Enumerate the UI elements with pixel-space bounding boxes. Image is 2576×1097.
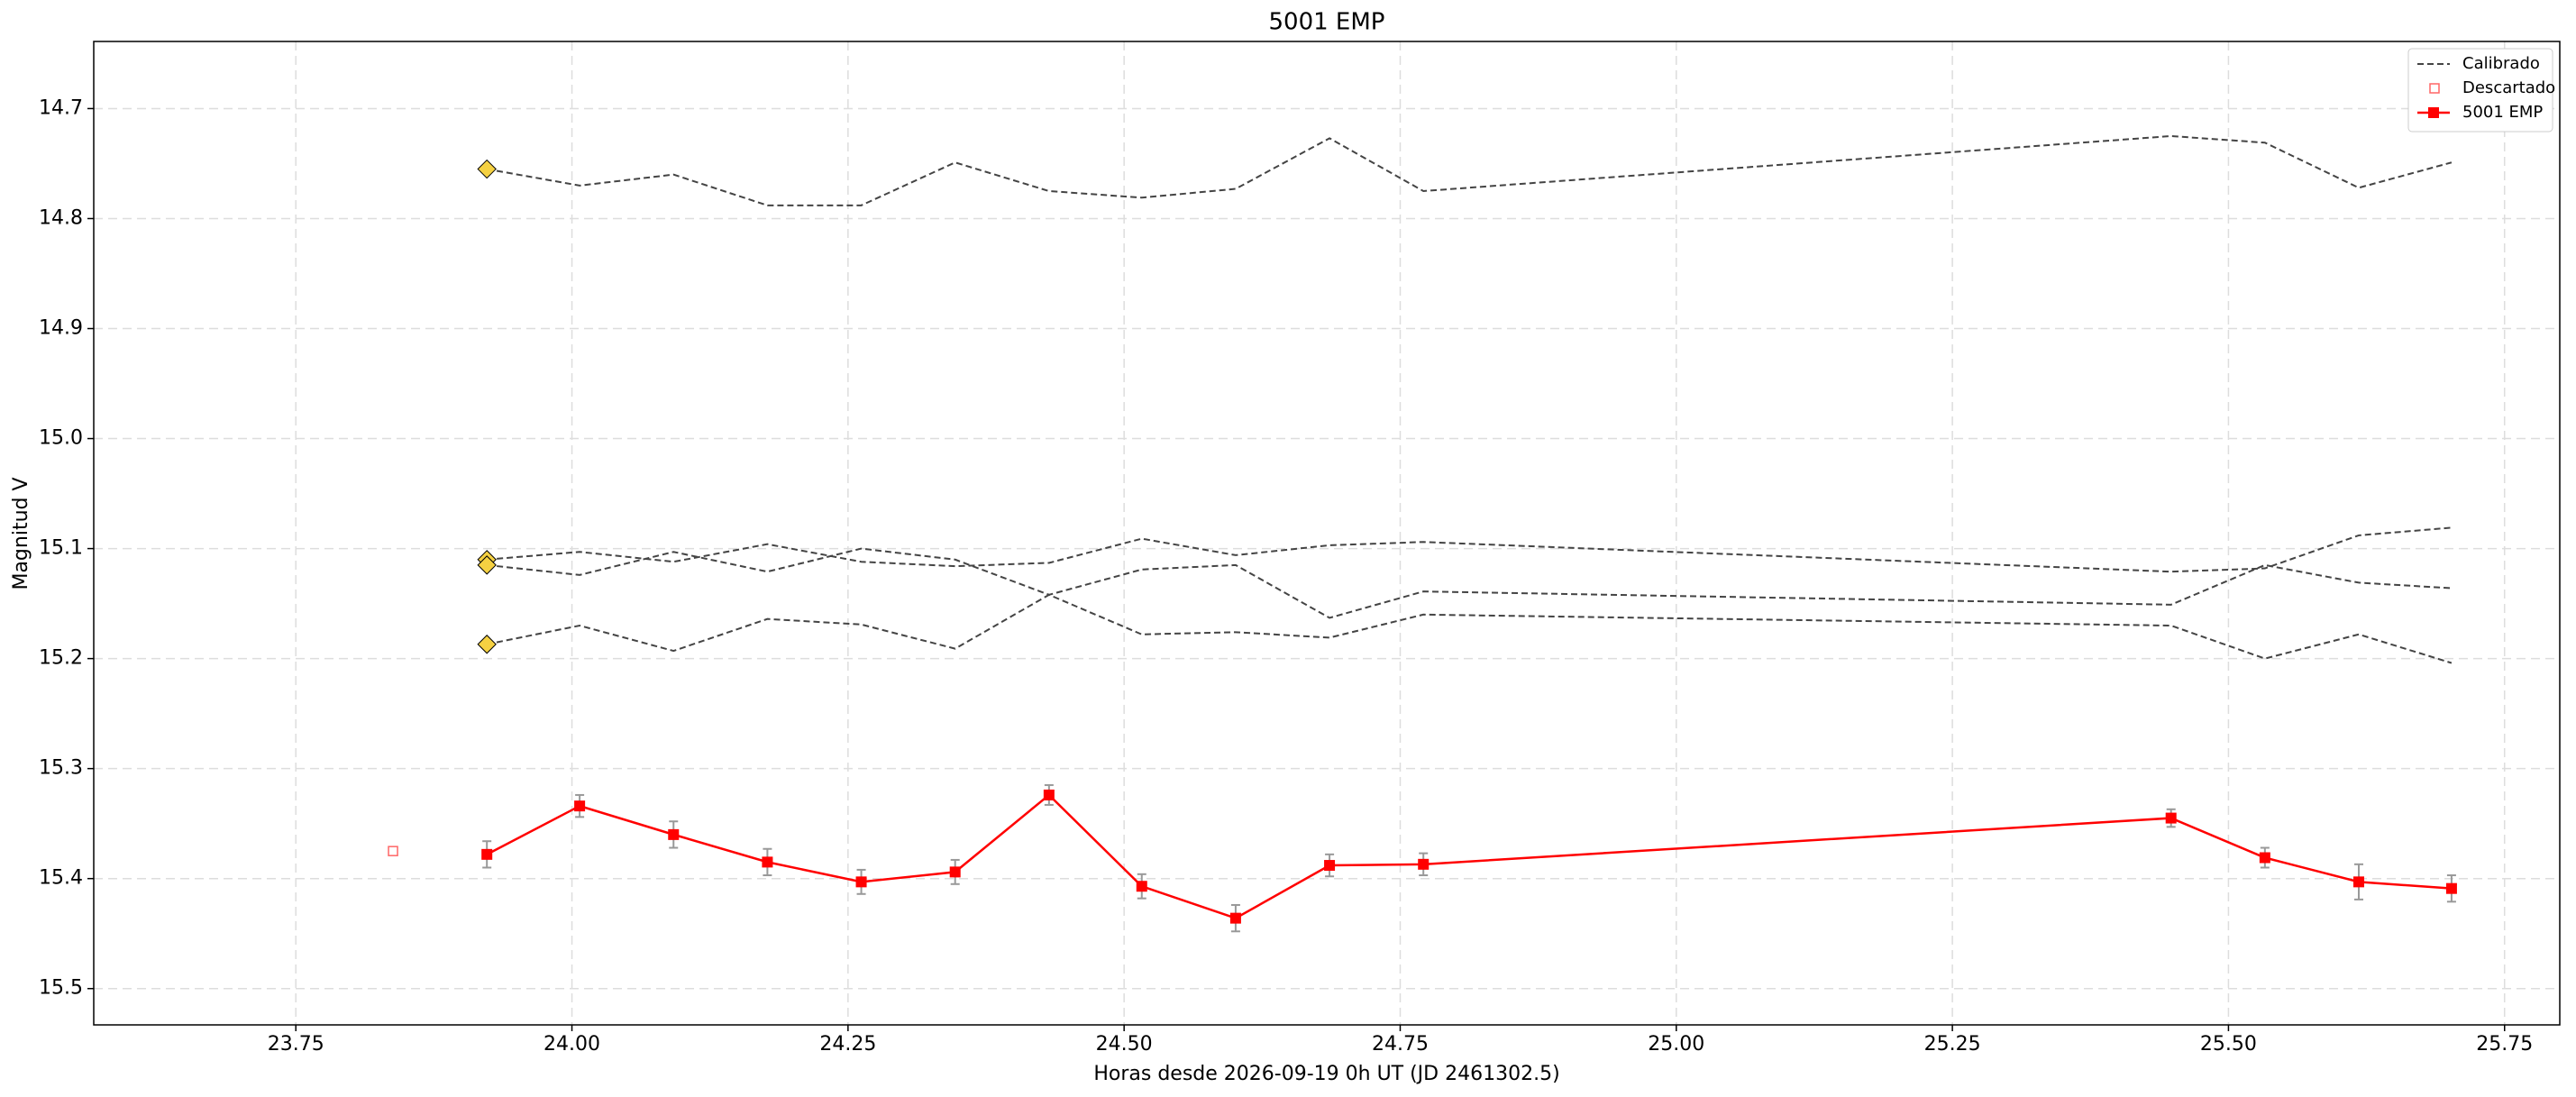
y-axis-label: Magnitud V [10, 477, 32, 590]
x-tick-label: 25.00 [1648, 1033, 1704, 1056]
main-point [2165, 812, 2177, 824]
calibrated-marker [477, 159, 497, 179]
main-point [949, 866, 961, 878]
calibrated-line [487, 526, 2453, 573]
main-line [486, 793, 2453, 919]
y-tick-label: 15.0 [39, 427, 83, 450]
y-tick-label: 14.7 [39, 96, 83, 119]
main-point [2445, 882, 2457, 894]
legend-swatch [2429, 83, 2440, 94]
main-point [668, 828, 680, 840]
legend-label: Calibrado [2462, 54, 2540, 73]
x-tick-label: 25.50 [2200, 1033, 2257, 1056]
x-tick-label: 24.75 [1372, 1033, 1429, 1056]
y-tick-label: 15.4 [39, 867, 83, 890]
main-point [1324, 860, 1336, 872]
y-tick-label: 15.3 [39, 757, 83, 780]
y-tick-label: 14.8 [39, 206, 83, 229]
main-point [481, 848, 493, 860]
main-point [1418, 858, 1430, 870]
x-tick-label: 24.00 [544, 1033, 600, 1056]
y-tick-label: 15.1 [39, 537, 83, 560]
legend-label: Descartado [2462, 78, 2555, 97]
chart-title: 5001 EMP [1269, 9, 1385, 36]
legend-box [2407, 48, 2553, 133]
calibrated-line [487, 547, 2452, 619]
discarded-point [388, 846, 398, 856]
x-tick-label: 25.75 [2476, 1033, 2533, 1056]
calibrated-marker [477, 555, 497, 575]
main-point [574, 800, 586, 812]
main-point [2353, 876, 2365, 888]
main-point [2259, 852, 2270, 864]
y-tick-label: 14.9 [39, 317, 83, 340]
legend-swatch [2428, 107, 2439, 118]
legend-label: 5001 EMP [2462, 103, 2543, 122]
x-axis-label: Horas desde 2026-09-19 0h UT (JD 2461302… [1093, 1063, 1559, 1085]
calibrated-marker [477, 635, 497, 654]
main-point [855, 876, 867, 888]
plot-frame [93, 41, 2561, 1026]
x-tick-label: 24.50 [1096, 1033, 1153, 1056]
main-point [1136, 881, 1147, 892]
main-point [1043, 789, 1055, 800]
x-tick-label: 25.25 [1924, 1033, 1981, 1056]
main-point [1229, 912, 1241, 924]
y-tick-label: 15.2 [39, 647, 83, 670]
y-tick-label: 15.5 [39, 977, 83, 1000]
calibrated-line [486, 593, 2453, 664]
main-point [762, 856, 773, 868]
x-tick-label: 23.75 [268, 1033, 324, 1056]
calibrated-line [487, 134, 2453, 206]
x-tick-label: 24.25 [819, 1033, 876, 1056]
